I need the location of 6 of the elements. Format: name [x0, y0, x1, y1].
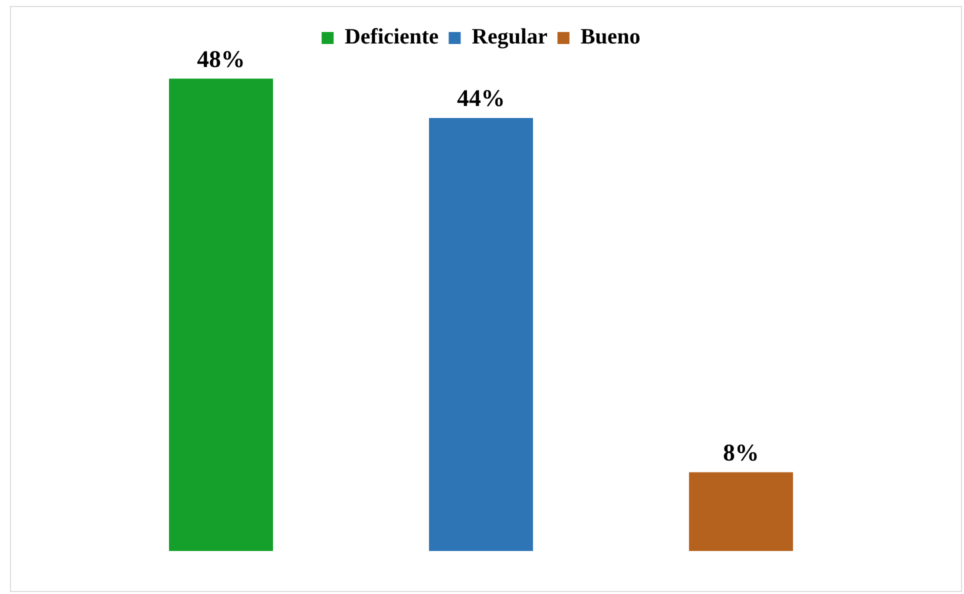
legend-label: Bueno: [580, 24, 640, 49]
legend-label: Regular: [472, 24, 548, 49]
legend-label: Deficiente: [344, 24, 439, 49]
data-label: 44%: [457, 86, 505, 112]
data-label: 8%: [723, 440, 759, 466]
data-label: 48%: [197, 46, 245, 73]
